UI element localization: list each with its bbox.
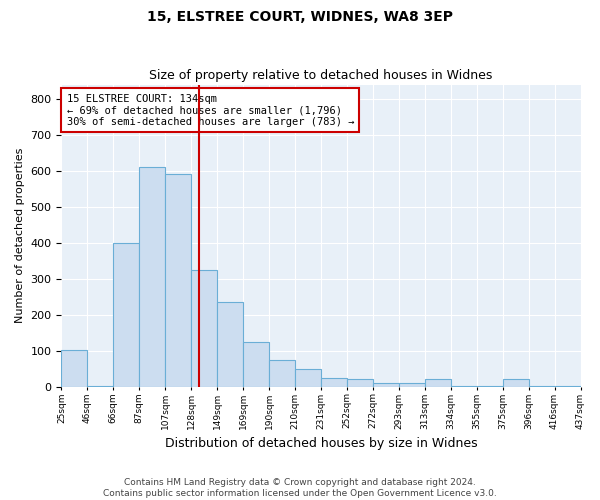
Bar [295, 370, 321, 386]
Bar [321, 378, 347, 386]
Text: Contains HM Land Registry data © Crown copyright and database right 2024.
Contai: Contains HM Land Registry data © Crown c… [103, 478, 497, 498]
Bar [139, 166, 165, 386]
Bar [113, 243, 139, 386]
Bar [61, 350, 88, 387]
Bar [165, 174, 191, 386]
Bar [269, 360, 295, 386]
Bar [373, 383, 399, 386]
Bar [347, 379, 373, 386]
Bar [243, 342, 269, 386]
Text: 15, ELSTREE COURT, WIDNES, WA8 3EP: 15, ELSTREE COURT, WIDNES, WA8 3EP [147, 10, 453, 24]
X-axis label: Distribution of detached houses by size in Widnes: Distribution of detached houses by size … [164, 437, 477, 450]
Bar [217, 302, 243, 386]
Y-axis label: Number of detached properties: Number of detached properties [15, 148, 25, 324]
Text: 15 ELSTREE COURT: 134sqm
← 69% of detached houses are smaller (1,796)
30% of sem: 15 ELSTREE COURT: 134sqm ← 69% of detach… [67, 94, 354, 127]
Bar [191, 270, 217, 386]
Bar [503, 379, 529, 386]
Title: Size of property relative to detached houses in Widnes: Size of property relative to detached ho… [149, 69, 493, 82]
Bar [425, 379, 451, 386]
Bar [399, 383, 425, 386]
